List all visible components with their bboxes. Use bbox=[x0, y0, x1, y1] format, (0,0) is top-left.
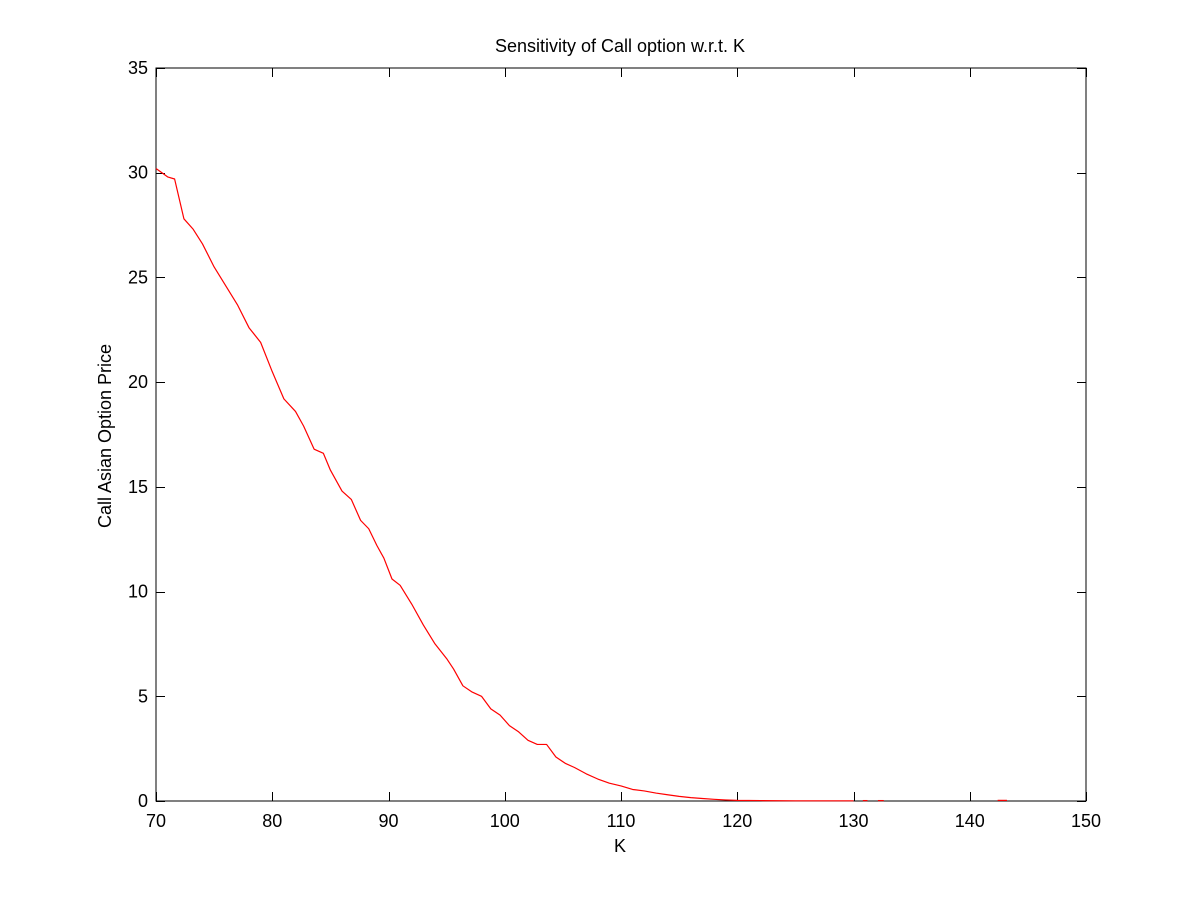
x-tick-label: 120 bbox=[722, 811, 752, 831]
y-tick-label: 0 bbox=[138, 791, 148, 811]
x-tick-label: 140 bbox=[955, 811, 985, 831]
x-tick-label: 70 bbox=[146, 811, 166, 831]
x-tick-label: 150 bbox=[1071, 811, 1101, 831]
y-tick-label: 10 bbox=[128, 582, 148, 602]
x-tick-label: 90 bbox=[378, 811, 398, 831]
series-line-0 bbox=[155, 168, 854, 802]
chart-title: Sensitivity of Call option w.r.t. K bbox=[495, 36, 745, 56]
y-tick-label: 25 bbox=[128, 267, 148, 287]
y-tick-label: 35 bbox=[128, 58, 148, 78]
y-tick-label: 30 bbox=[128, 163, 148, 183]
y-axis-label: Call Asian Option Price bbox=[95, 344, 115, 528]
y-tick-label: 15 bbox=[128, 477, 148, 497]
x-tick-label: 80 bbox=[262, 811, 282, 831]
x-axis-label: K bbox=[614, 836, 626, 856]
x-tick-label: 130 bbox=[838, 811, 868, 831]
y-tick-label: 20 bbox=[128, 372, 148, 392]
x-tick-label: 110 bbox=[607, 811, 636, 831]
y-tick-label: 5 bbox=[138, 686, 148, 706]
x-tick-label: 100 bbox=[490, 811, 520, 831]
plot-area-frame bbox=[155, 67, 1087, 802]
